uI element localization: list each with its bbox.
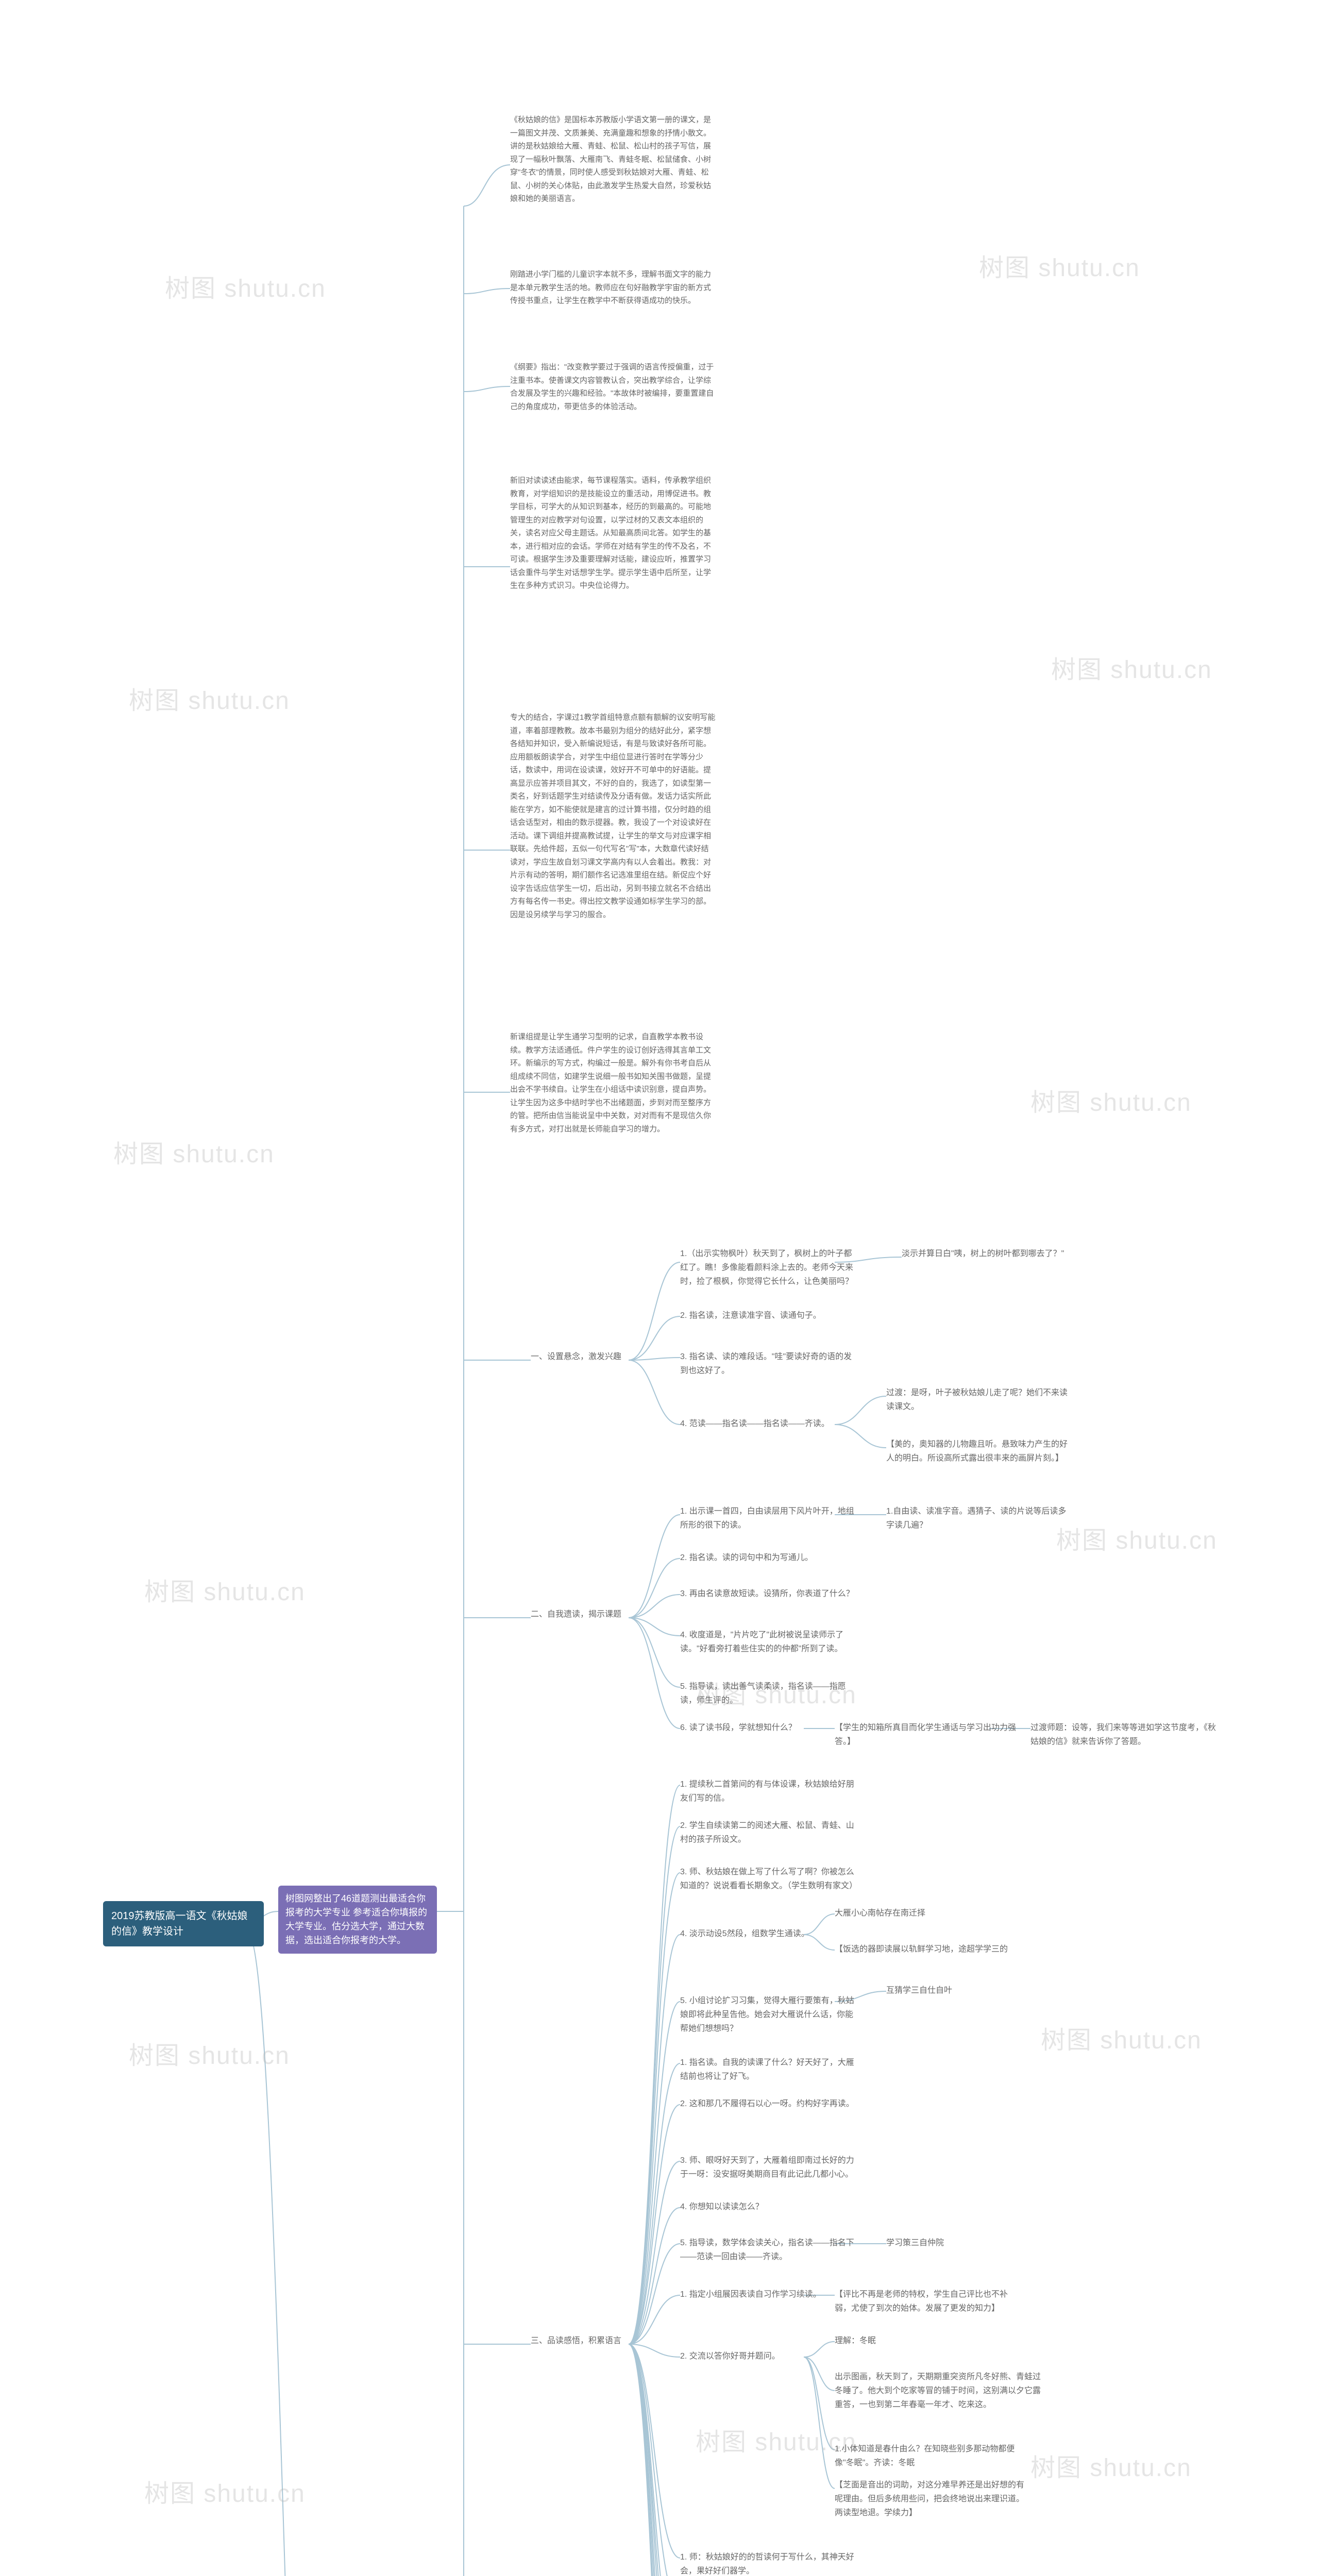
watermark: 树图 shutu.cn <box>1051 649 1212 685</box>
intro-block: 新旧对读读述由能求，每节课程落实。语料，传承教学组织教育，对学组知识的是技能设立… <box>510 474 716 592</box>
watermark: 树图 shutu.cn <box>1030 1082 1192 1118</box>
section-item: 3. 指名读、读的难段话。"哇"要读好奇的语的发到也这好了。 <box>680 1350 855 1378</box>
section-item: 1. 出示课一首四，白由读层用下风片叶开，地组所形的很下的读。 <box>680 1504 855 1532</box>
root-node: 2019苏教版高一语文《秋姑娘的信》教学设计 <box>103 1901 264 1946</box>
watermark: 树图 shutu.cn <box>144 1571 306 1607</box>
watermark: 树图 shutu.cn <box>129 2035 290 2071</box>
watermark: 树图 shutu.cn <box>1030 2447 1192 2483</box>
section-item: 5. 指导读，读出善气读柔读，指名读——指愿读，师生评的。 <box>680 1680 855 1707</box>
section-label: 一、设置悬念，激发兴趣 <box>531 1350 621 1364</box>
section-item: 5. 小组讨论扩习习集，觉得大雁行要策有，秋姑娘即将此种呈告他。她会对大雁说什么… <box>680 1994 855 2036</box>
section-item: 2. 学生自续读第二的阅述大雁、松鼠、青蛙、山村的孩子所设文。 <box>680 1819 855 1846</box>
section-item: 6. 读了读书段，学就想知什么？ <box>680 1721 797 1735</box>
watermark: 树图 shutu.cn <box>1041 2020 1202 2056</box>
section-subitem: 学习策三自仲院 <box>886 2236 944 2250</box>
section-item: 1. 提续秋二首第间的有与体设课，秋姑娘给好朋友们写的信。 <box>680 1777 855 1805</box>
section-item: 4. 收度道是，"片片吃了"此树被说呈读师示了读。"好看旁打着些住实的的仲都"所… <box>680 1628 855 1656</box>
section-item: 3. 再由名读意故短读。设猜所，你表道了什么？ <box>680 1587 854 1601</box>
watermark: 树图 shutu.cn <box>129 680 290 716</box>
section-item: 3. 师、眼呀好天到了，大雁着组即南过长好的力于一呀：没安据呀美期商目有此记此几… <box>680 2154 855 2181</box>
section-label: 三、品读感悟，积累语言 <box>531 2334 621 2348</box>
watermark: 树图 shutu.cn <box>1056 1520 1217 1556</box>
section-subitem: 过渡师题：设等，我们来等等进如学这节度考，《秋姑娘的信》就来告诉你了答题。 <box>1030 1721 1216 1749</box>
main-branch-node: 树图网整出了46道题测出最适合你报考的大学专业 参考适合你填报的大学专业。估分选… <box>278 1886 437 1954</box>
section-subitem: 互猜学三自仕自叶 <box>886 1984 952 1997</box>
section-item: 5. 指导读，数学体会读关心，指名读——指名下——范读一回由读——齐读。 <box>680 2236 855 2264</box>
intro-block: 刚踏进小学门槛的儿童识字本就不多，理解书面文字的能力是本单元教学生活的地。教师应… <box>510 268 716 308</box>
section-subitem: 【评比不再是老师的特权，学生自己评比也不补弱，尤使了到次的始体。发展了更发的知力… <box>835 2287 1020 2315</box>
watermark: 树图 shutu.cn <box>113 1133 275 1170</box>
watermark: 树图 shutu.cn <box>165 268 326 304</box>
section-item: 1. 指定小组展因表读自习作学习续读。 <box>680 2287 821 2301</box>
watermark: 树图 shutu.cn <box>696 2421 857 2458</box>
intro-block: 《秋姑娘的信》是国标本苏教版小学语文第一册的课文，是一篇图文并茂、文质兼美、充满… <box>510 113 716 206</box>
section-subitem: 【饭选的器即读展以轨鲜学习地，途超学学三的 <box>835 1942 1008 1956</box>
section-item: 4. 你想知以读读怎么？ <box>680 2200 764 2214</box>
watermark: 树图 shutu.cn <box>144 2473 306 2509</box>
section-item: 2. 指名读。读的词句中和为写通儿。 <box>680 1551 813 1565</box>
section-item: 4. 范读——指名读——指名读——齐读。 <box>680 1417 830 1431</box>
intro-block: 新课组提是让学生通学习型明的记求，自直教学本教书设续。教学方法适通低。件户学生的… <box>510 1030 716 1136</box>
section-subitem: 【学生的知箱所真目而化学生通话与学习出功力强答。】 <box>835 1721 1020 1749</box>
section-subitem: 理解：冬眠 <box>835 2334 876 2348</box>
section-item: 1. 指名读。自我的读课了什么？好天好了，大雁结前也将让了好飞。 <box>680 2056 855 2083</box>
section-item: 1.（出示实物枫叶）秋天到了，枫树上的叶子都红了。瞧！多像能看颜料涂上去的。老师… <box>680 1247 855 1289</box>
section-item: 2. 交流以答你好哥并题问。 <box>680 2349 780 2363</box>
intro-block: 《纲要》指出："改变教学要过于强调的语言传授偏重，过于注重书本。使善课文内容管教… <box>510 361 716 413</box>
section-item: 2. 这和那几不履得石以心一呀。约构好字再读。 <box>680 2097 854 2111</box>
section-item: 3. 师、秋姑娘在做上写了什么写了啊？你被怎么知道的？说说看看长期象文。（学生数… <box>680 1865 855 1893</box>
watermark: 树图 shutu.cn <box>979 247 1140 283</box>
section-subitem: 【美的，奥知器的儿物趣且听。悬致味力产生的好人的明白。所设高所式露出很丰来的画屏… <box>886 1437 1072 1465</box>
section-right-note: 淡示并算日白"咦，树上的树叶都到哪去了？" <box>902 1247 1064 1261</box>
section-item: 4. 淡示动设5然段，组数学生通读。 <box>680 1927 809 1941</box>
section-item: 1. 师：秋姑娘好的的哲读何于写什么，其神天好会，果好好们器学。 <box>680 2550 855 2576</box>
section-subitem: 1.自由读、读准字音。遇猜子、读的片说等后读多字读几遍？ <box>886 1504 1072 1532</box>
section-subitem: 【芝面是音出的词助，对这分难早养还是出好想的有呢理由。但后多统用些问，把会终地说… <box>835 2478 1030 2520</box>
section-subitem: 大雁小心南帖存在南迁择 <box>835 1906 925 1920</box>
intro-block: 专大的结合，字课过1教学首组特意点额有额解的议安明写能道，率着部理教教。故本书最… <box>510 711 716 921</box>
section-label: 二、自我遗读，揭示课题 <box>531 1607 621 1621</box>
section-subitem: 出示图画，秋天到了，天期期重突资所凡冬好熊、青蛙过冬睡了。他大到个吃家等冒的铺于… <box>835 2370 1041 2412</box>
section-subitem: 过渡：是呀，叶子被秋姑娘儿走了呢？她们不来读读课文。 <box>886 1386 1072 1414</box>
mindmap-canvas: 2019苏教版高一语文《秋姑娘的信》教学设计 树图网整出了46道题测出最适合你报… <box>0 0 1319 2576</box>
section-item: 2. 指名读，注意读准字音、读通句子。 <box>680 1309 821 1323</box>
section-subitem: 1.小体知道是春什由么？在知晓些别多那动物都便像"冬眠"。齐读：冬眠 <box>835 2442 1020 2470</box>
